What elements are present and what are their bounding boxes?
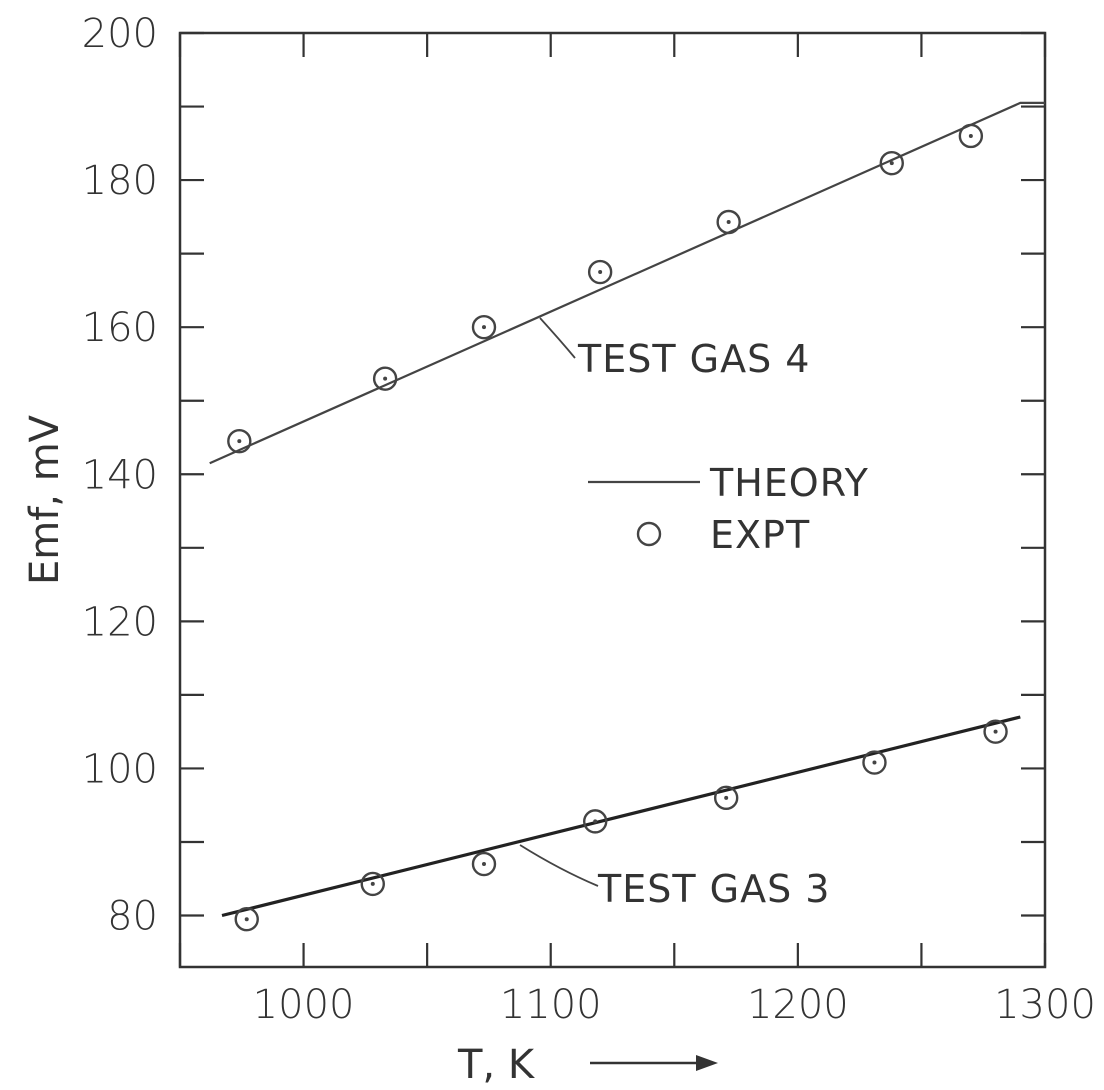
y-axis: 80 100 120 140 160 180 200 <box>82 11 1045 940</box>
expt-point-ring <box>372 366 398 391</box>
plot-frame <box>178 31 1047 969</box>
expt-point-ring <box>471 851 497 877</box>
expt-point-ring <box>583 809 608 834</box>
annotation-gas4: TEST GAS 4 <box>539 317 810 381</box>
expt-point <box>713 785 739 811</box>
expt-point <box>958 123 984 149</box>
y-tick-label: 120 <box>82 599 158 645</box>
expt-point-dot <box>244 917 249 922</box>
expt-point-dot <box>993 729 998 734</box>
expt-point-ring <box>227 428 252 454</box>
expt-point <box>983 719 1008 744</box>
x-axis-arrow <box>590 1055 718 1071</box>
expt-point-ring <box>587 259 613 285</box>
expt-point <box>227 428 252 454</box>
y-tick-label: 200 <box>82 11 158 57</box>
x-tick-label: 1000 <box>253 982 355 1028</box>
expt-point-ring <box>983 719 1008 744</box>
expt-point-ring <box>360 871 385 897</box>
expt-point <box>471 314 497 340</box>
expt-point-dot <box>370 881 375 886</box>
y-axis-title: Emf, mV <box>22 414 68 585</box>
expt-point-ring <box>234 906 259 932</box>
y-tick-label: 160 <box>82 305 158 351</box>
expt-point-dot <box>889 161 894 166</box>
expt-point-ring <box>716 209 741 235</box>
expt-point <box>583 809 608 834</box>
expt-point <box>372 366 398 391</box>
series-layer <box>209 101 1045 932</box>
gas4-label: TEST GAS 4 <box>577 337 810 381</box>
expt-point-dot <box>726 220 731 225</box>
expt-point <box>234 906 259 932</box>
gas4-leader <box>539 317 576 359</box>
expt-point-ring <box>713 785 739 811</box>
expt-point <box>862 750 887 775</box>
expt-point-ring <box>862 750 887 775</box>
expt-point <box>360 871 385 897</box>
legend-expt-swatch <box>636 521 662 547</box>
y-tick-label: 80 <box>107 894 158 940</box>
expt-point-dot <box>593 819 598 824</box>
expt-point <box>716 209 741 235</box>
x-tick-label: 1300 <box>994 982 1096 1028</box>
expt-point-dot <box>481 325 486 330</box>
y-tick-label: 180 <box>82 158 158 204</box>
expt-point-dot <box>383 376 388 381</box>
gas3-leader <box>519 844 599 887</box>
expt-point <box>879 150 904 176</box>
expt-point-dot <box>598 270 603 275</box>
expt-point <box>471 851 497 877</box>
expt-point-dot <box>872 760 877 765</box>
expt-point-ring <box>958 123 984 149</box>
gas3-label: TEST GAS 3 <box>597 867 830 911</box>
legend-theory-label: THEORY <box>709 461 869 505</box>
x-axis-title: T, K <box>457 1042 536 1088</box>
theory-line-series-2 <box>221 715 1021 918</box>
x-tick-label: 1100 <box>500 982 602 1028</box>
expt-point <box>587 259 613 285</box>
expt-point-ring <box>471 314 497 340</box>
legend-expt-label: EXPT <box>710 513 810 557</box>
expt-point-ring <box>879 150 904 176</box>
expt-point-dot <box>724 795 729 800</box>
expt-point-dot <box>481 862 486 867</box>
y-tick-label: 100 <box>82 746 158 792</box>
x-axis: 1000 1100 1200 1300 <box>178 33 1096 1028</box>
annotation-gas3: TEST GAS 3 <box>519 844 830 911</box>
theory-line-series-1 <box>209 101 1045 465</box>
expt-point-dot <box>237 439 242 444</box>
x-tick-label: 1200 <box>747 982 849 1028</box>
expt-point-dot <box>968 133 973 138</box>
legend: THEORY EXPT <box>588 461 869 557</box>
y-tick-label: 140 <box>82 452 158 498</box>
